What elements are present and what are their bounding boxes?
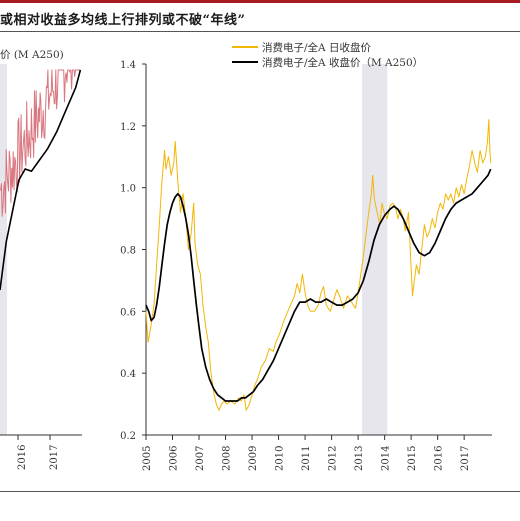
x-tick-label: 2014 <box>381 446 392 471</box>
chart-legend: 消费电子/全A 日收盘价 消费电子/全A 收盘价（M A250） <box>232 41 423 69</box>
series-line-ma250 <box>145 168 492 402</box>
left-shaded-period <box>0 64 7 435</box>
x-tick-label: 2017 <box>460 446 471 471</box>
bottom-divider <box>0 491 520 492</box>
x-tick-label: 2011 <box>301 446 312 471</box>
y-tick-label: 0.8 <box>120 246 136 257</box>
left-x-tick-label: 2016 <box>17 445 28 470</box>
left-legend-fragment: 价 (M A250) <box>0 49 64 61</box>
page-title: 或相对收益多均线上行排列或不破“年线” <box>0 13 246 28</box>
header-accent-bar <box>0 0 520 3</box>
y-tick-label: 1.2 <box>120 122 136 133</box>
x-tick-label: 2010 <box>275 446 286 471</box>
legend-label-daily-close: 消费电子/全A 日收盘价 <box>262 41 371 54</box>
y-tick-label: 0.6 <box>120 307 136 318</box>
x-tick-label: 2005 <box>142 446 153 471</box>
left-chart-panel: 2016 2017 价 (M A250) <box>0 49 82 470</box>
x-tick-label: 2012 <box>328 446 339 471</box>
left-daily-price-line <box>0 69 81 217</box>
left-ma250-line <box>0 69 82 291</box>
x-tick-label: 2006 <box>169 446 180 471</box>
title-divider <box>0 31 520 32</box>
y-tick-label: 1.4 <box>120 60 136 71</box>
y-tick-label: 1.0 <box>120 184 136 195</box>
series-line-daily-close <box>145 119 492 411</box>
shaded-period <box>362 64 388 435</box>
x-tick-label: 2007 <box>195 446 206 471</box>
left-x-tick-label: 2017 <box>49 445 60 470</box>
y-tick-label: 0.4 <box>120 369 136 380</box>
x-tick-label: 2008 <box>222 446 233 471</box>
legend-label-ma250: 消费电子/全A 收盘价（M A250） <box>262 56 423 69</box>
x-tick-label: 2009 <box>248 446 259 471</box>
main-chart-panel: 0.2 0.4 0.6 0.8 1.0 1.2 1.4 2005 2006 2007 2008 20… <box>120 41 492 471</box>
x-tick-label: 2016 <box>434 446 445 471</box>
x-tick-label: 2015 <box>407 446 418 471</box>
x-tick-label: 2013 <box>354 446 365 471</box>
y-tick-label: 0.2 <box>120 431 136 442</box>
